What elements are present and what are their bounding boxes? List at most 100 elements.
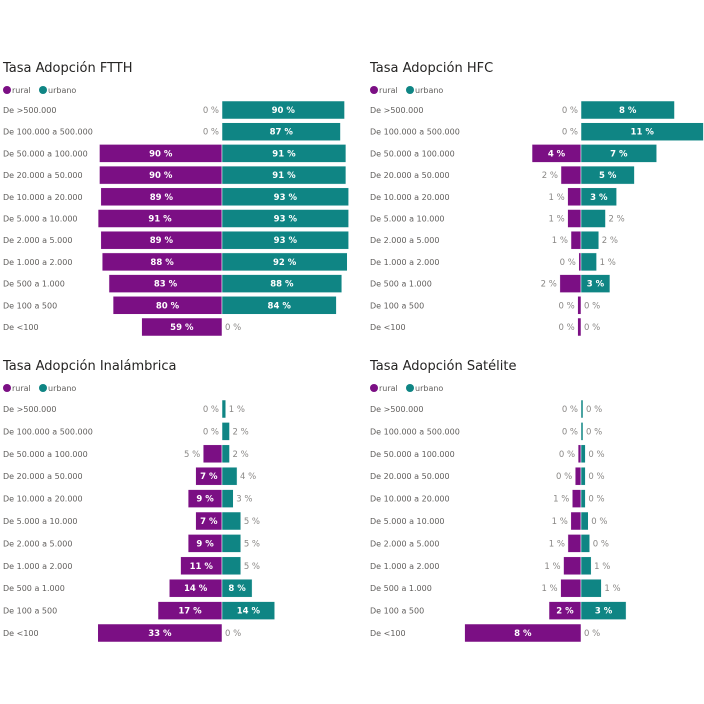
data-label-rural: 0 % bbox=[562, 427, 578, 437]
data-label-urbano: 1 % bbox=[594, 562, 610, 572]
bar-urbano bbox=[580, 144, 657, 163]
bar-rural bbox=[570, 230, 582, 250]
bar-urbano bbox=[580, 274, 611, 293]
data-label-rural: 0 % bbox=[559, 450, 575, 460]
chart-title: Tasa Adopción Inalámbrica bbox=[2, 359, 176, 374]
bar-urbano bbox=[580, 187, 617, 207]
bar-urbano bbox=[221, 252, 348, 272]
data-label-urbano: 0 % bbox=[225, 323, 241, 333]
data-label-rural: 1 % bbox=[549, 539, 565, 549]
data-label-rural: 9 % bbox=[196, 495, 214, 505]
bar-urbano bbox=[221, 100, 345, 120]
legend-label-rural: rural bbox=[379, 86, 398, 95]
data-label-rural: 0 % bbox=[562, 405, 578, 415]
data-label-urbano: 91 % bbox=[272, 171, 296, 181]
data-label-rural: 2 % bbox=[541, 280, 557, 290]
legend-marker-rural bbox=[3, 86, 11, 94]
legend-marker-urbano bbox=[39, 86, 47, 94]
data-label-urbano: 3 % bbox=[590, 193, 608, 203]
data-label-rural: 7 % bbox=[200, 472, 218, 482]
category-label: De 20.000 a 50.000 bbox=[3, 171, 83, 180]
category-label: De 50.000 a 100.000 bbox=[3, 450, 88, 459]
category-label: De 1.000 a 2.000 bbox=[370, 258, 439, 267]
category-label: De 100 a 500 bbox=[3, 607, 57, 616]
data-label-urbano: 88 % bbox=[270, 280, 294, 290]
category-label: De 1.000 a 2.000 bbox=[3, 258, 72, 267]
data-label-rural: 0 % bbox=[558, 301, 574, 311]
data-label-urbano: 93 % bbox=[274, 215, 298, 225]
legend-marker-rural bbox=[370, 86, 378, 94]
bar-urbano bbox=[580, 444, 586, 464]
data-label-rural: 11 % bbox=[190, 562, 214, 572]
data-label-urbano: 4 % bbox=[240, 472, 256, 482]
data-label-rural: 7 % bbox=[200, 517, 218, 527]
bar-urbano bbox=[580, 601, 627, 620]
category-label: De <100 bbox=[370, 629, 406, 638]
bar-rural bbox=[559, 274, 582, 293]
bar-rural bbox=[97, 623, 223, 643]
data-label-rural: 17 % bbox=[178, 607, 202, 617]
bar-rural bbox=[577, 317, 582, 337]
data-label-rural: 83 % bbox=[154, 280, 178, 290]
bar-rural bbox=[577, 296, 582, 315]
legend-label-rural: rural bbox=[379, 384, 398, 393]
category-label: De 2.000 a 5.000 bbox=[3, 236, 72, 245]
category-label: De 10.000 a 20.000 bbox=[370, 193, 450, 202]
category-label: De 100.000 a 500.000 bbox=[370, 427, 460, 436]
data-label-rural: 80 % bbox=[156, 301, 180, 311]
data-label-urbano: 91 % bbox=[272, 149, 296, 159]
bar-urbano bbox=[221, 296, 337, 315]
bar-rural bbox=[202, 444, 223, 464]
category-label: De 50.000 a 100.000 bbox=[3, 149, 88, 158]
data-label-rural: 0 % bbox=[558, 323, 574, 333]
legend-label-rural: rural bbox=[12, 384, 31, 393]
data-label-urbano: 0 % bbox=[584, 629, 600, 639]
category-label: De 20.000 a 50.000 bbox=[370, 171, 450, 180]
category-label: De 500 a 1.000 bbox=[3, 584, 65, 593]
legend-label-urbano: urbano bbox=[48, 384, 76, 393]
bar-urbano bbox=[580, 165, 635, 185]
bar-rural bbox=[572, 489, 582, 508]
data-label-urbano: 2 % bbox=[233, 427, 249, 437]
category-label: De 5.000 a 10.000 bbox=[3, 517, 78, 526]
data-label-urbano: 0 % bbox=[588, 495, 604, 505]
data-label-rural: 1 % bbox=[552, 236, 568, 246]
data-label-urbano: 1 % bbox=[229, 405, 245, 415]
chart-hfc: Tasa Adopción HFC rural urbano De >500.000 0… bbox=[360, 50, 704, 350]
data-label-urbano: 3 % bbox=[587, 280, 605, 290]
bar-urbano bbox=[580, 556, 592, 576]
bar-rural bbox=[574, 466, 582, 486]
bar-urbano bbox=[580, 230, 600, 250]
legend-label-rural: rural bbox=[12, 86, 31, 95]
bar-urbano bbox=[580, 489, 586, 508]
data-label-rural: 4 % bbox=[548, 149, 566, 159]
chart-hfc-svg: Tasa Adopción HFC rural urbano De >500.000 0… bbox=[369, 61, 704, 337]
data-label-urbano: 87 % bbox=[270, 128, 294, 138]
bar-urbano bbox=[221, 466, 238, 486]
data-label-urbano: 5 % bbox=[244, 539, 260, 549]
category-label: De 5.000 a 10.000 bbox=[3, 215, 78, 224]
bar-urbano bbox=[580, 100, 675, 120]
data-label-rural: 5 % bbox=[184, 450, 200, 460]
data-label-urbano: 84 % bbox=[268, 301, 292, 311]
legend-marker-urbano bbox=[406, 384, 414, 392]
data-label-urbano: 0 % bbox=[593, 539, 609, 549]
bar-urbano bbox=[221, 444, 230, 464]
bar-urbano bbox=[221, 601, 275, 620]
chart-title: Tasa Adopción FTTH bbox=[2, 61, 133, 76]
data-label-urbano: 92 % bbox=[273, 258, 297, 268]
legend-marker-urbano bbox=[39, 384, 47, 392]
data-label-rural: 88 % bbox=[150, 258, 174, 268]
bar-urbano bbox=[580, 534, 590, 553]
chart-satelite-svg: Tasa Adopción Satélite rural urbano De >500… bbox=[369, 359, 627, 643]
legend-label-urbano: urbano bbox=[415, 384, 443, 393]
bar-urbano bbox=[221, 489, 234, 508]
data-label-urbano: 0 % bbox=[586, 405, 602, 415]
bar-urbano bbox=[580, 209, 606, 228]
bar-urbano bbox=[221, 187, 349, 207]
bar-urbano bbox=[221, 144, 347, 163]
chart-ftth: Tasa Adopción FTTH rural urbano De >500.000… bbox=[0, 50, 352, 350]
bar-rural bbox=[567, 534, 582, 553]
category-label: De 20.000 a 50.000 bbox=[370, 472, 450, 481]
data-label-rural: 59 % bbox=[170, 323, 194, 333]
